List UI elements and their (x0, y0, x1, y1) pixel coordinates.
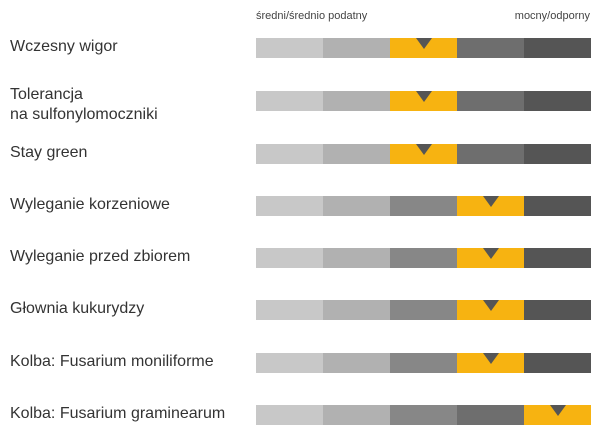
rating-segment (390, 300, 457, 320)
rating-segment (457, 38, 524, 58)
rating-segment (524, 300, 591, 320)
rating-segment (390, 248, 457, 268)
trait-label: Wyleganie przed zbiorem (10, 248, 191, 265)
rating-scale-bar (256, 144, 591, 164)
trait-row: Głownia kukurydzy (0, 294, 600, 334)
trait-label: Kolba: Fusarium graminearum (10, 405, 226, 422)
rating-segment (390, 353, 457, 373)
trait-label: Wyleganie korzeniowe (10, 196, 170, 213)
rating-segment-selected (524, 405, 591, 425)
trait-row: Tolerancja na sulfonylomoczniki (0, 85, 600, 125)
rating-segment-selected (390, 144, 457, 164)
trait-row: Wyleganie korzeniowe (0, 190, 600, 230)
rating-segment (323, 196, 390, 216)
rating-segment (256, 91, 323, 111)
rating-segment-selected (457, 353, 524, 373)
rating-segment (524, 248, 591, 268)
rating-segment (524, 38, 591, 58)
rating-scale-bar (256, 300, 591, 320)
rating-segment (256, 405, 323, 425)
rating-segment (256, 353, 323, 373)
rating-segment-selected (457, 248, 524, 268)
rating-marker-icon (415, 144, 432, 155)
header-left-label: średni/średnio podatny (256, 10, 368, 22)
rating-segment (256, 144, 323, 164)
rating-scale-bar (256, 38, 591, 58)
rating-marker-icon (482, 248, 499, 259)
rating-scale-bar (256, 353, 591, 373)
trait-row: Kolba: Fusarium graminearum (0, 399, 600, 439)
rating-scale-bar (256, 248, 591, 268)
rating-segment (323, 248, 390, 268)
rating-marker-icon (482, 196, 499, 207)
trait-label: Stay green (10, 144, 88, 161)
rating-marker-icon (549, 405, 566, 416)
rating-marker-icon (482, 353, 499, 364)
rating-segment (524, 353, 591, 373)
rating-scale-bar (256, 91, 591, 111)
rating-segment (323, 144, 390, 164)
trait-label: Głownia kukurydzy (10, 300, 145, 317)
trait-row: Kolba: Fusarium moniliforme (0, 347, 600, 387)
rating-segment (390, 405, 457, 425)
rating-marker-icon (415, 38, 432, 49)
trait-row: Wyleganie przed zbiorem (0, 242, 600, 282)
rating-segment (256, 196, 323, 216)
rating-segment-selected (457, 300, 524, 320)
rating-segment (524, 196, 591, 216)
rating-segment (390, 196, 457, 216)
rating-segment (323, 38, 390, 58)
trait-label: Wczesny wigor (10, 38, 118, 55)
trait-row: Stay green (0, 138, 600, 178)
trait-label: Kolba: Fusarium moniliforme (10, 353, 214, 370)
rating-segment (256, 248, 323, 268)
trait-label: Tolerancja na sulfonylomoczniki (10, 86, 158, 123)
rating-marker-icon (482, 300, 499, 311)
rating-segment-selected (390, 38, 457, 58)
rating-segment-selected (390, 91, 457, 111)
rating-segment (323, 300, 390, 320)
rating-marker-icon (415, 91, 432, 102)
rating-segment (323, 91, 390, 111)
trait-row: Wczesny wigor (0, 32, 600, 72)
rating-scale-bar (256, 196, 591, 216)
rating-scale-bar (256, 405, 591, 425)
rating-segment (524, 91, 591, 111)
rating-segment (457, 144, 524, 164)
rating-segment (256, 300, 323, 320)
rating-segment (457, 405, 524, 425)
header-right-label: mocny/odporny (514, 10, 590, 22)
rating-segment (524, 144, 591, 164)
rating-segment-selected (457, 196, 524, 216)
rating-segment (323, 353, 390, 373)
rating-segment (323, 405, 390, 425)
rating-segment (457, 91, 524, 111)
rating-segment (256, 38, 323, 58)
